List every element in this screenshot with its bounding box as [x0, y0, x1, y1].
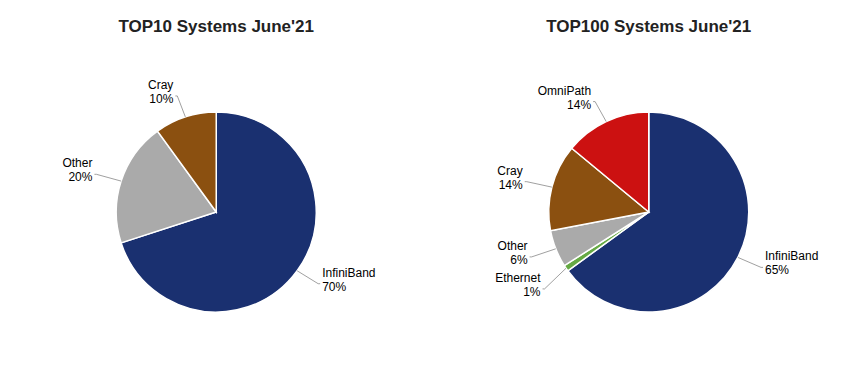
slice-category: Other	[498, 239, 528, 253]
leader-line	[738, 257, 763, 267]
slice-category: Cray	[497, 164, 522, 178]
data-labels: InfiniBand70% Other20% Cray10%	[62, 78, 375, 294]
slice-value: 1%	[523, 285, 541, 299]
slice-label: Ethernet1%	[495, 271, 541, 299]
background	[0, 0, 865, 385]
slice-category: InfiniBand	[322, 266, 375, 280]
slice-value: 14%	[499, 178, 523, 192]
slice-value: 20%	[68, 170, 92, 184]
pie-panel: TOP100 Systems June'21 InfiniBand65% Ether…	[495, 17, 818, 312]
slice-label: Cray14%	[497, 164, 523, 192]
chart-svg: TOP10 Systems June'21InfiniBand70%Other2…	[0, 0, 865, 385]
leader-line	[543, 268, 567, 289]
slice-label: InfiniBand70%	[322, 266, 375, 294]
leader-line	[297, 271, 320, 284]
chart-title: TOP100 Systems June'21	[546, 17, 751, 36]
slice-value: 14%	[567, 98, 591, 112]
slice-value: 65%	[765, 263, 789, 277]
slice-label: OmniPath14%	[538, 84, 592, 112]
pie-slice	[572, 112, 649, 212]
slice-label: Other20%	[62, 156, 92, 184]
slices	[549, 112, 749, 312]
slice-category: InfiniBand	[765, 249, 818, 263]
leader-line	[530, 249, 556, 257]
chart-title: TOP10 Systems June'21	[118, 17, 314, 36]
leader-line	[525, 182, 552, 187]
pie-slice	[157, 112, 216, 212]
slice-label: Other6%	[498, 239, 528, 267]
pie-panel: TOP10 Systems June'21 InfiniBand70% Other2…	[62, 17, 375, 312]
slice-value: 10%	[149, 92, 173, 106]
slice-value: 6%	[510, 253, 528, 267]
slice-category: Other	[62, 156, 92, 170]
slices	[116, 112, 316, 312]
slice-label: InfiniBand65%	[765, 249, 818, 277]
leader-line	[593, 102, 606, 122]
slice-category: Ethernet	[495, 271, 541, 285]
data-labels: InfiniBand65%Ethernet1%Other6%Cray14%Omn…	[495, 84, 818, 299]
slice-category: Cray	[148, 78, 173, 92]
slice-category: OmniPath	[538, 84, 591, 98]
chart-root: TOP10 Systems June'21InfiniBand70%Other2…	[0, 0, 865, 385]
slice-label: Cray10%	[148, 78, 174, 106]
leader-line	[94, 174, 121, 181]
leader-line	[175, 96, 185, 117]
slice-value: 70%	[322, 280, 346, 294]
